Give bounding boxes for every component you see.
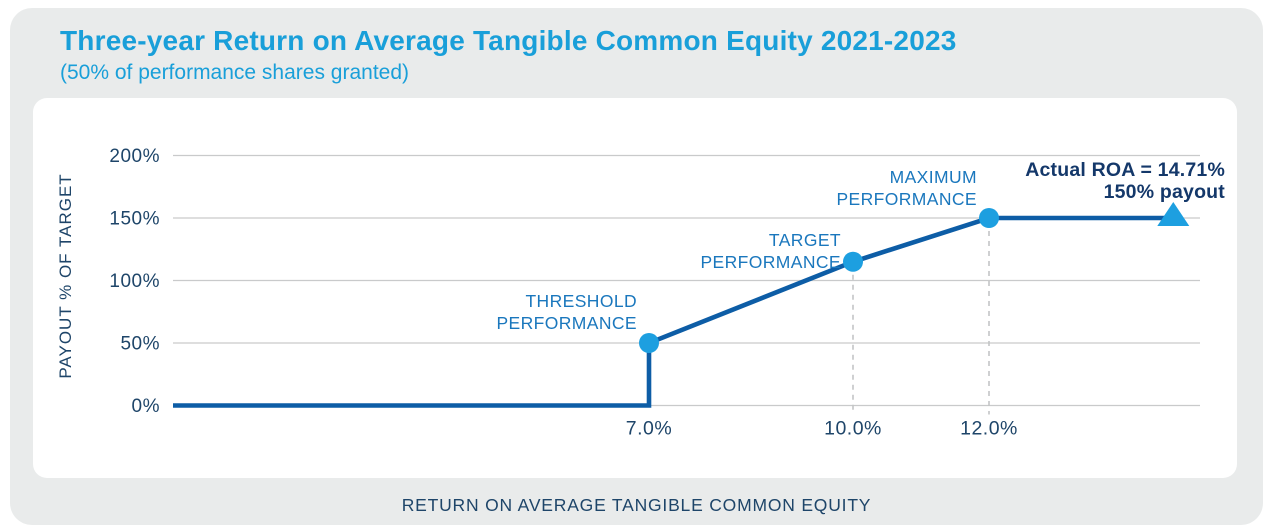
y-axis-title: PAYOUT % OF TARGET [56,173,75,379]
point-label-threshold: THRESHOLD [525,291,637,311]
actual-roa-value: Actual ROA = 14.71% [1025,159,1225,181]
x-tick-label: 12.0% [960,418,1018,440]
x-tick-label: 10.0% [824,418,882,440]
x-axis-title: RETURN ON AVERAGE TANGIBLE COMMON EQUITY [401,495,872,515]
point-marker-target [843,251,863,272]
y-tick-label: 100% [109,271,160,292]
y-tick-label: 50% [120,334,160,355]
point-marker-maximum [979,208,999,228]
y-tick-label: 200% [109,146,160,167]
actual-roa-annotation: Actual ROA = 14.71% 150% payout [1025,159,1225,203]
x-tick-label: 7.0% [626,418,672,440]
plot-panel: PAYOUT % OF TARGET 0% 50% 100% 150% 200% 7.0%… [33,98,1237,478]
y-tick-label: 150% [109,209,160,230]
actual-result-triangle [1157,202,1190,226]
chart-canvas: 0% 50% 100% 150% 200% 7.0% 10.0% 12.0% THRESHOLD… [109,146,1200,440]
actual-payout-value: 150% payout [1103,180,1225,203]
point-label-target: PERFORMANCE [700,252,841,272]
chart-card: Three-year Return on Average Tangible Co… [10,8,1263,525]
point-marker-threshold [639,333,659,353]
chart-title: Three-year Return on Average Tangible Co… [60,25,957,56]
chart-subtitle: (50% of performance shares granted) [60,61,410,84]
point-label-target: TARGET [769,230,841,250]
point-label-threshold: PERFORMANCE [496,313,637,333]
point-label-maximum: PERFORMANCE [836,189,977,209]
y-tick-label: 0% [132,396,160,417]
point-label-maximum: MAXIMUM [890,167,977,187]
payout-line [173,215,1174,408]
